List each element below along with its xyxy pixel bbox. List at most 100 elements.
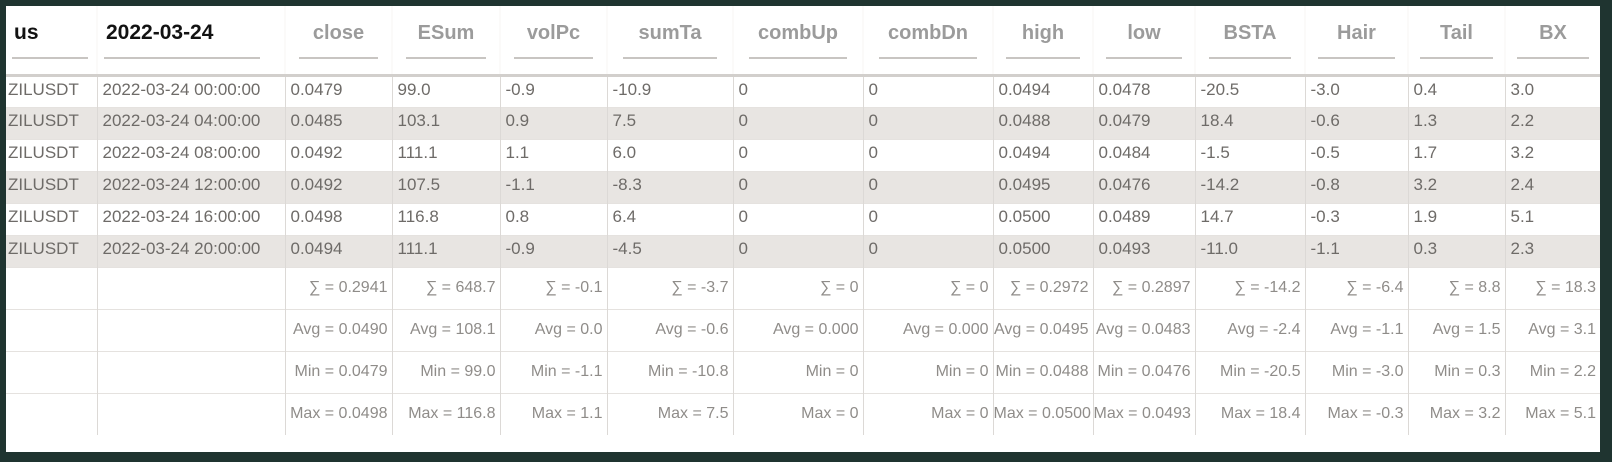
cell-close[interactable]: 0.0492 xyxy=(284,170,392,203)
cell-sumta[interactable]: -10.9 xyxy=(606,74,733,107)
cell-bx[interactable]: 3.2 xyxy=(1504,138,1600,171)
column-header-esum[interactable]: ESum xyxy=(391,0,500,77)
column-header-date[interactable]: 2022-03-24 xyxy=(96,0,285,77)
cell-high[interactable]: 0.0500 xyxy=(992,202,1093,235)
cell-high[interactable]: 0.0495 xyxy=(992,170,1093,203)
cell-low[interactable]: 0.0484 xyxy=(1092,138,1195,171)
cell-date[interactable]: 2022-03-24 08:00:00 xyxy=(96,138,285,171)
cell-hair[interactable]: -1.1 xyxy=(1304,234,1408,267)
table-row[interactable]: ZILUSDT 2022-03-24 00:00:00 0.0479 99.0 -0.9… xyxy=(6,74,1600,107)
cell-combup[interactable]: 0 xyxy=(732,74,863,107)
cell-low[interactable]: 0.0479 xyxy=(1092,106,1195,139)
cell-us[interactable]: ZILUSDT xyxy=(6,170,97,203)
cell-volpc[interactable]: -1.1 xyxy=(499,170,607,203)
cell-volpc[interactable]: 1.1 xyxy=(499,138,607,171)
column-header-low[interactable]: low xyxy=(1092,0,1195,77)
cell-tail[interactable]: 1.3 xyxy=(1407,106,1505,139)
cell-date[interactable]: 2022-03-24 12:00:00 xyxy=(96,170,285,203)
cell-tail[interactable]: 1.7 xyxy=(1407,138,1505,171)
column-header-bx[interactable]: BX xyxy=(1504,0,1600,77)
cell-esum[interactable]: 111.1 xyxy=(391,138,500,171)
table-row[interactable]: ZILUSDT 2022-03-24 04:00:00 0.0485 103.1 0.9… xyxy=(6,106,1600,139)
column-header-tail[interactable]: Tail xyxy=(1407,0,1505,77)
cell-date[interactable]: 2022-03-24 16:00:00 xyxy=(96,202,285,235)
cell-bsta[interactable]: -1.5 xyxy=(1194,138,1305,171)
cell-combdn[interactable]: 0 xyxy=(862,170,993,203)
cell-bsta[interactable]: -20.5 xyxy=(1194,74,1305,107)
cell-close[interactable]: 0.0485 xyxy=(284,106,392,139)
cell-bx[interactable]: 5.1 xyxy=(1504,202,1600,235)
cell-date[interactable]: 2022-03-24 00:00:00 xyxy=(96,74,285,107)
cell-high[interactable]: 0.0500 xyxy=(992,234,1093,267)
cell-combup[interactable]: 0 xyxy=(732,138,863,171)
column-header-volpc[interactable]: volPc xyxy=(499,0,607,77)
cell-combup[interactable]: 0 xyxy=(732,234,863,267)
table-row[interactable]: ZILUSDT 2022-03-24 08:00:00 0.0492 111.1 1.1… xyxy=(6,138,1600,171)
cell-combdn[interactable]: 0 xyxy=(862,138,993,171)
cell-volpc[interactable]: 0.8 xyxy=(499,202,607,235)
cell-bx[interactable]: 3.0 xyxy=(1504,74,1600,107)
cell-bsta[interactable]: 18.4 xyxy=(1194,106,1305,139)
cell-close[interactable]: 0.0494 xyxy=(284,234,392,267)
cell-tail[interactable]: 3.2 xyxy=(1407,170,1505,203)
cell-hair[interactable]: -3.0 xyxy=(1304,74,1408,107)
cell-volpc[interactable]: -0.9 xyxy=(499,74,607,107)
cell-low[interactable]: 0.0478 xyxy=(1092,74,1195,107)
cell-combdn[interactable]: 0 xyxy=(862,202,993,235)
cell-esum[interactable]: 99.0 xyxy=(391,74,500,107)
cell-combup[interactable]: 0 xyxy=(732,106,863,139)
cell-tail[interactable]: 0.4 xyxy=(1407,74,1505,107)
cell-bx[interactable]: 2.2 xyxy=(1504,106,1600,139)
cell-us[interactable]: ZILUSDT xyxy=(6,234,97,267)
cell-sumta[interactable]: 6.4 xyxy=(606,202,733,235)
cell-date[interactable]: 2022-03-24 20:00:00 xyxy=(96,234,285,267)
cell-tail[interactable]: 0.3 xyxy=(1407,234,1505,267)
cell-combup[interactable]: 0 xyxy=(732,202,863,235)
column-header-bsta[interactable]: BSTA xyxy=(1194,0,1305,77)
column-header-us[interactable]: us xyxy=(6,0,97,77)
cell-esum[interactable]: 107.5 xyxy=(391,170,500,203)
cell-tail[interactable]: 1.9 xyxy=(1407,202,1505,235)
column-header-high[interactable]: high xyxy=(992,0,1093,77)
cell-esum[interactable]: 111.1 xyxy=(391,234,500,267)
cell-hair[interactable]: -0.3 xyxy=(1304,202,1408,235)
cell-close[interactable]: 0.0498 xyxy=(284,202,392,235)
cell-us[interactable]: ZILUSDT xyxy=(6,74,97,107)
cell-bsta[interactable]: -11.0 xyxy=(1194,234,1305,267)
cell-close[interactable]: 0.0479 xyxy=(284,74,392,107)
cell-us[interactable]: ZILUSDT xyxy=(6,138,97,171)
table-row[interactable]: ZILUSDT 2022-03-24 12:00:00 0.0492 107.5 -1.… xyxy=(6,170,1600,203)
cell-us[interactable]: ZILUSDT xyxy=(6,202,97,235)
column-header-sumta[interactable]: sumTa xyxy=(606,0,733,77)
cell-low[interactable]: 0.0476 xyxy=(1092,170,1195,203)
cell-sumta[interactable]: 6.0 xyxy=(606,138,733,171)
cell-high[interactable]: 0.0494 xyxy=(992,138,1093,171)
cell-low[interactable]: 0.0489 xyxy=(1092,202,1195,235)
cell-bx[interactable]: 2.4 xyxy=(1504,170,1600,203)
cell-sumta[interactable]: -8.3 xyxy=(606,170,733,203)
cell-volpc[interactable]: 0.9 xyxy=(499,106,607,139)
cell-esum[interactable]: 116.8 xyxy=(391,202,500,235)
cell-bx[interactable]: 2.3 xyxy=(1504,234,1600,267)
table-row[interactable]: ZILUSDT 2022-03-24 16:00:00 0.0498 116.8 0.8… xyxy=(6,202,1600,235)
cell-combdn[interactable]: 0 xyxy=(862,74,993,107)
cell-esum[interactable]: 103.1 xyxy=(391,106,500,139)
cell-high[interactable]: 0.0488 xyxy=(992,106,1093,139)
cell-combdn[interactable]: 0 xyxy=(862,106,993,139)
cell-low[interactable]: 0.0493 xyxy=(1092,234,1195,267)
column-header-hair[interactable]: Hair xyxy=(1304,0,1408,77)
cell-hair[interactable]: -0.6 xyxy=(1304,106,1408,139)
cell-combdn[interactable]: 0 xyxy=(862,234,993,267)
column-header-combup[interactable]: combUp xyxy=(732,0,863,77)
cell-bsta[interactable]: 14.7 xyxy=(1194,202,1305,235)
cell-volpc[interactable]: -0.9 xyxy=(499,234,607,267)
column-header-combdn[interactable]: combDn xyxy=(862,0,993,77)
cell-combup[interactable]: 0 xyxy=(732,170,863,203)
cell-sumta[interactable]: 7.5 xyxy=(606,106,733,139)
column-header-close[interactable]: close xyxy=(284,0,392,77)
cell-high[interactable]: 0.0494 xyxy=(992,74,1093,107)
cell-us[interactable]: ZILUSDT xyxy=(6,106,97,139)
cell-close[interactable]: 0.0492 xyxy=(284,138,392,171)
cell-hair[interactable]: -0.8 xyxy=(1304,170,1408,203)
cell-date[interactable]: 2022-03-24 04:00:00 xyxy=(96,106,285,139)
